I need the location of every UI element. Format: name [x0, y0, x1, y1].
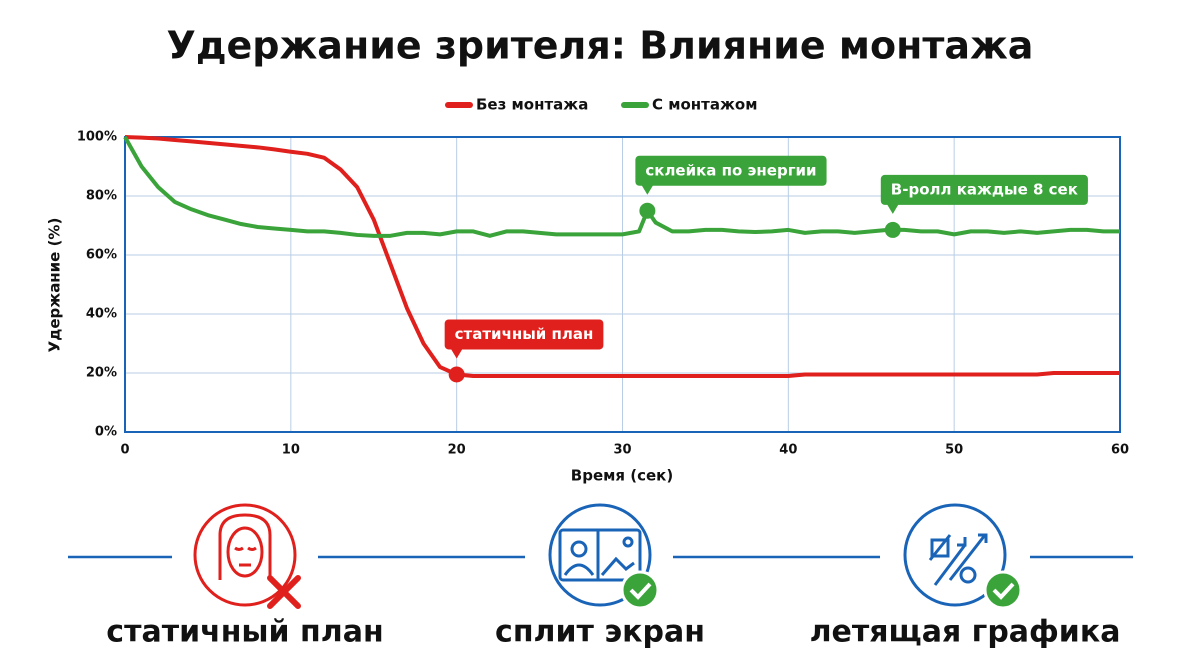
- annotation-label: статичный план: [455, 325, 594, 343]
- split-screen-icon: [548, 503, 660, 610]
- annotation-point: [884, 221, 901, 238]
- feature-label: сплит экран: [495, 615, 705, 650]
- x-axis-label: Время (сек): [571, 467, 673, 485]
- y-tick-label: 60%: [86, 248, 117, 263]
- annotation-box: [635, 155, 827, 186]
- motion-graphics-icon: [903, 503, 1023, 610]
- static-shot-icon: [193, 503, 301, 609]
- annotation: склейка по энергии: [635, 155, 827, 195]
- annotation-box: [444, 319, 604, 350]
- annotation-point: [639, 202, 656, 219]
- plot-frame: [124, 136, 1121, 433]
- annotation-pointer: [886, 203, 899, 214]
- annotation-point: [448, 366, 465, 383]
- annotation-label: склейка по энергии: [645, 161, 816, 179]
- annotation-box: [880, 174, 1088, 205]
- series-line: [124, 135, 1120, 378]
- x-tick-label: 40: [779, 443, 797, 458]
- x-tick-label: 0: [120, 443, 129, 458]
- chart-title: Удержание зрителя: Влияние монтажа: [167, 24, 1034, 68]
- annotation-pointer: [641, 184, 654, 195]
- y-tick-label: 40%: [86, 307, 117, 322]
- y-tick-label: 80%: [86, 189, 117, 204]
- annotation: B-ролл каждые 8 сек: [880, 174, 1088, 214]
- x-tick-label: 50: [945, 443, 963, 458]
- y-tick-label: 0%: [95, 425, 117, 440]
- x-tick-label: 20: [448, 443, 466, 458]
- x-tick-label: 30: [613, 443, 631, 458]
- feature-label: летящая графика: [810, 615, 1121, 650]
- x-tick-label: 60: [1111, 443, 1129, 458]
- annotation-label: B-ролл каждые 8 сек: [891, 180, 1078, 198]
- annotation: статичный план: [444, 319, 604, 359]
- legend-label: С монтажом: [652, 96, 757, 114]
- feature-label: статичный план: [106, 615, 383, 650]
- legend-label: Без монтажа: [476, 96, 588, 114]
- series-line: [123, 136, 1120, 238]
- y-tick-label: 100%: [77, 130, 117, 145]
- x-tick-label: 10: [282, 443, 300, 458]
- y-axis-label: Удержание (%): [46, 218, 64, 353]
- y-tick-label: 20%: [86, 366, 117, 381]
- annotation-pointer: [450, 348, 463, 359]
